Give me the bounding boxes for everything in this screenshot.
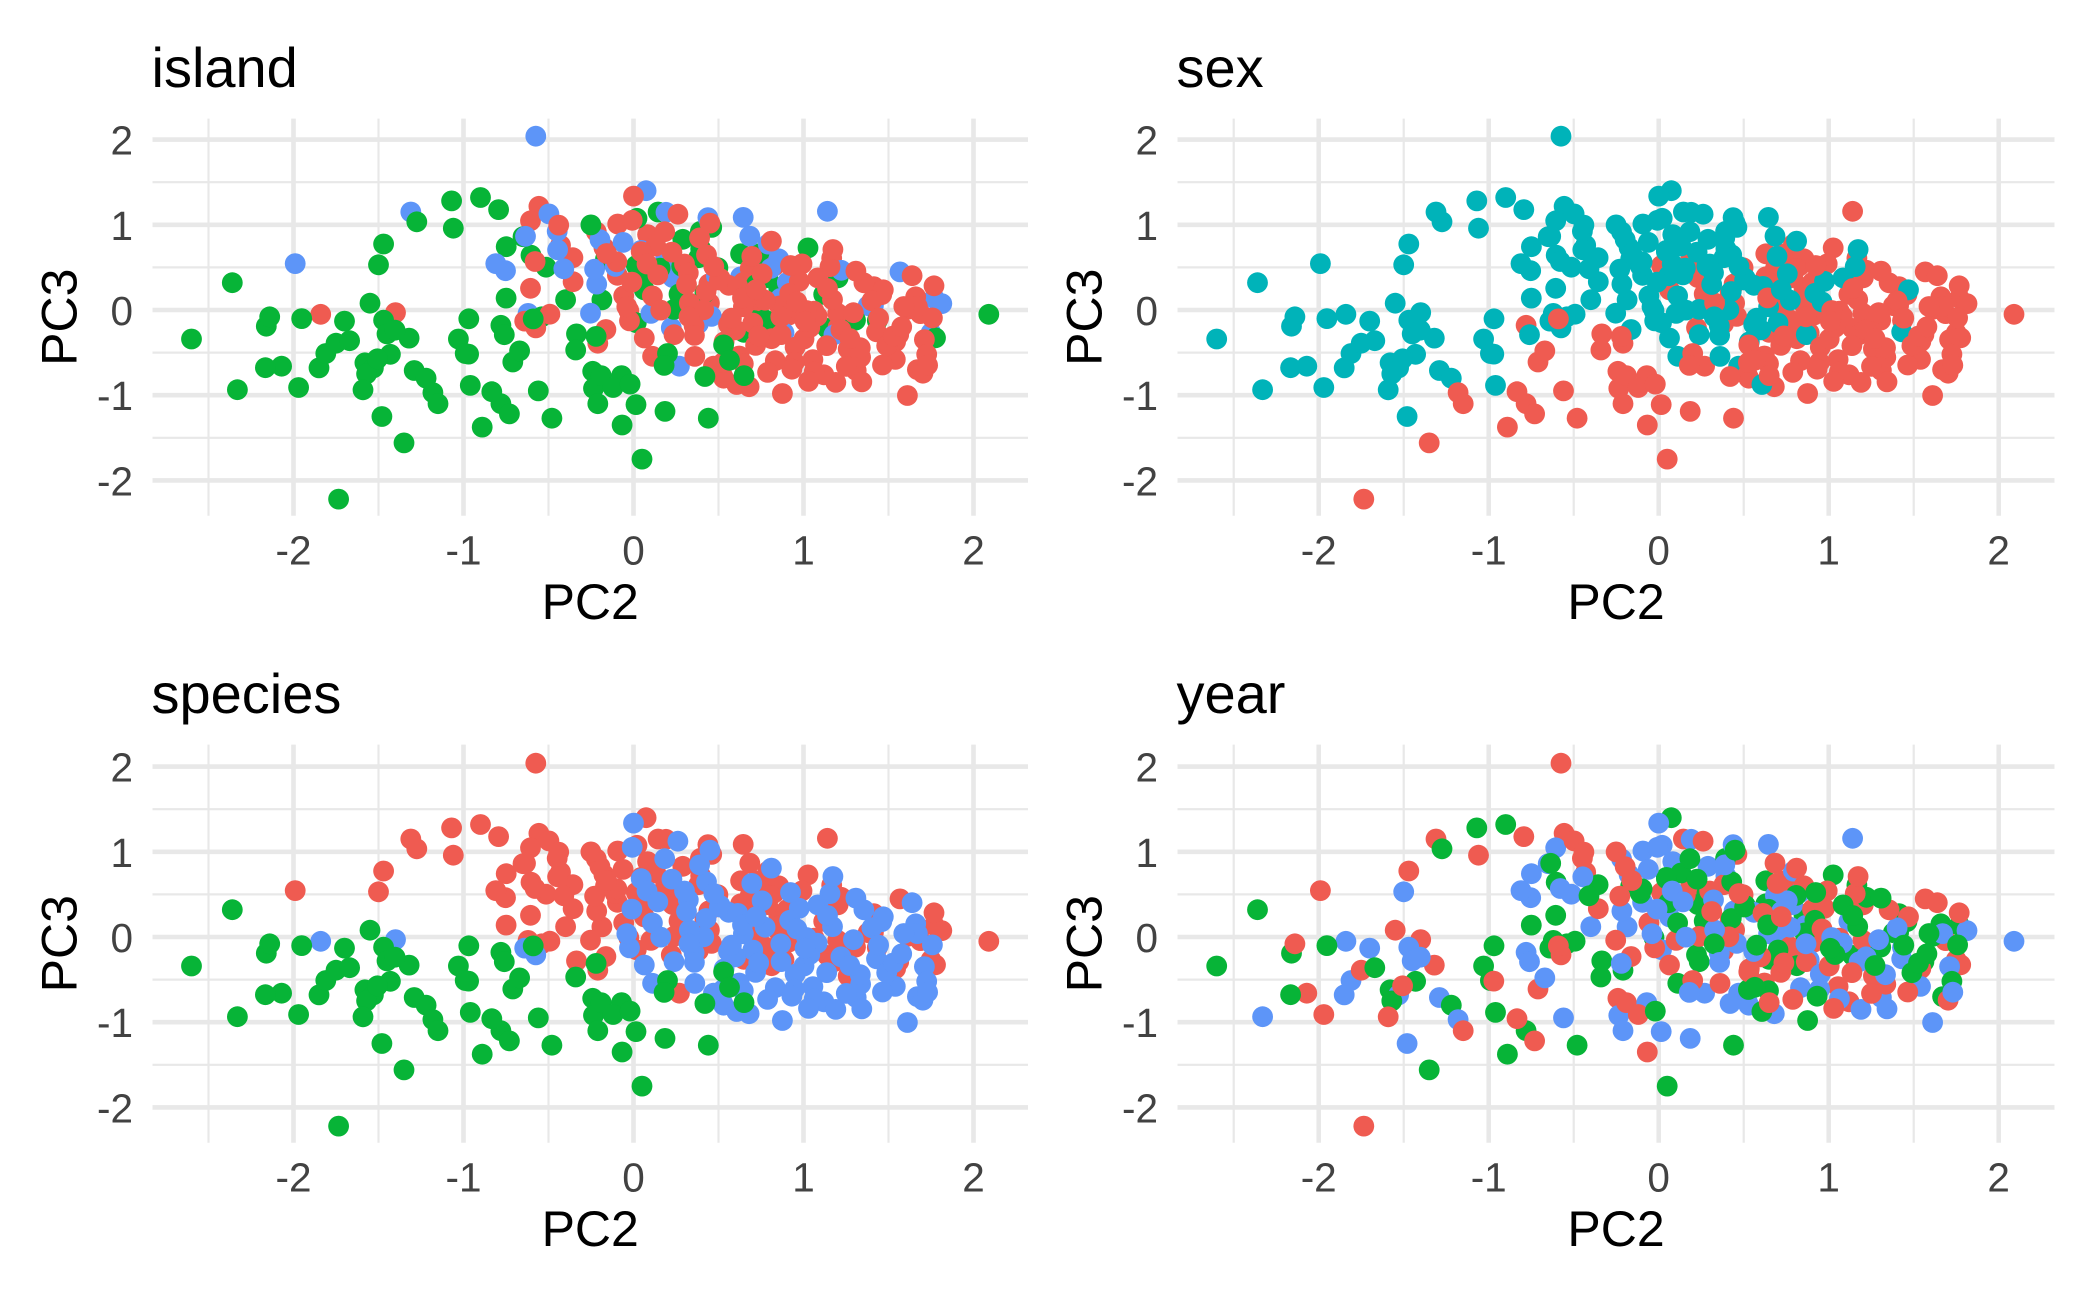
- svg-text:-1: -1: [1122, 373, 1158, 419]
- svg-text:-1: -1: [1122, 1000, 1158, 1046]
- svg-text:-2: -2: [275, 1154, 311, 1200]
- svg-text:1: 1: [792, 527, 815, 573]
- svg-text:PC3: PC3: [32, 269, 88, 366]
- svg-text:2: 2: [110, 118, 133, 164]
- svg-text:PC2: PC2: [542, 1201, 639, 1257]
- svg-text:-2: -2: [1122, 458, 1158, 504]
- svg-text:0: 0: [1135, 288, 1158, 334]
- svg-text:-2: -2: [97, 458, 133, 504]
- svg-text:0: 0: [1647, 527, 1670, 573]
- svg-text:island: island: [152, 36, 298, 99]
- svg-text:-2: -2: [97, 1085, 133, 1131]
- svg-text:0: 0: [110, 288, 133, 334]
- svg-text:1: 1: [1135, 830, 1158, 876]
- svg-text:0: 0: [1647, 1154, 1670, 1200]
- svg-text:1: 1: [792, 1154, 815, 1200]
- svg-text:-1: -1: [97, 1000, 133, 1046]
- svg-text:2: 2: [1987, 1154, 2010, 1200]
- svg-text:2: 2: [1135, 745, 1158, 791]
- svg-text:2: 2: [962, 1154, 985, 1200]
- svg-text:-1: -1: [1471, 527, 1507, 573]
- svg-text:-1: -1: [97, 373, 133, 419]
- svg-text:-1: -1: [1471, 1154, 1507, 1200]
- svg-text:year: year: [1177, 662, 1286, 725]
- svg-text:-1: -1: [445, 1154, 481, 1200]
- svg-text:2: 2: [110, 745, 133, 791]
- svg-text:0: 0: [622, 527, 645, 573]
- svg-text:-1: -1: [445, 527, 481, 573]
- svg-text:sex: sex: [1177, 36, 1264, 99]
- svg-text:1: 1: [1817, 527, 1840, 573]
- svg-text:-2: -2: [1301, 527, 1337, 573]
- svg-text:1: 1: [1817, 1154, 1840, 1200]
- svg-text:0: 0: [622, 1154, 645, 1200]
- svg-text:2: 2: [1135, 118, 1158, 164]
- svg-text:PC2: PC2: [1567, 1201, 1664, 1257]
- svg-text:species: species: [152, 662, 342, 725]
- svg-text:PC3: PC3: [1057, 895, 1113, 992]
- svg-text:0: 0: [1135, 915, 1158, 961]
- svg-text:1: 1: [1135, 203, 1158, 249]
- svg-text:1: 1: [110, 203, 133, 249]
- svg-text:2: 2: [962, 527, 985, 573]
- svg-text:-2: -2: [1301, 1154, 1337, 1200]
- svg-text:-2: -2: [275, 527, 311, 573]
- svg-text:PC3: PC3: [1057, 269, 1113, 366]
- svg-text:-2: -2: [1122, 1085, 1158, 1131]
- svg-text:1: 1: [110, 830, 133, 876]
- svg-text:PC2: PC2: [542, 574, 639, 630]
- svg-text:2: 2: [1987, 527, 2010, 573]
- svg-text:0: 0: [110, 915, 133, 961]
- svg-text:PC2: PC2: [1567, 574, 1664, 630]
- svg-text:PC3: PC3: [32, 895, 88, 992]
